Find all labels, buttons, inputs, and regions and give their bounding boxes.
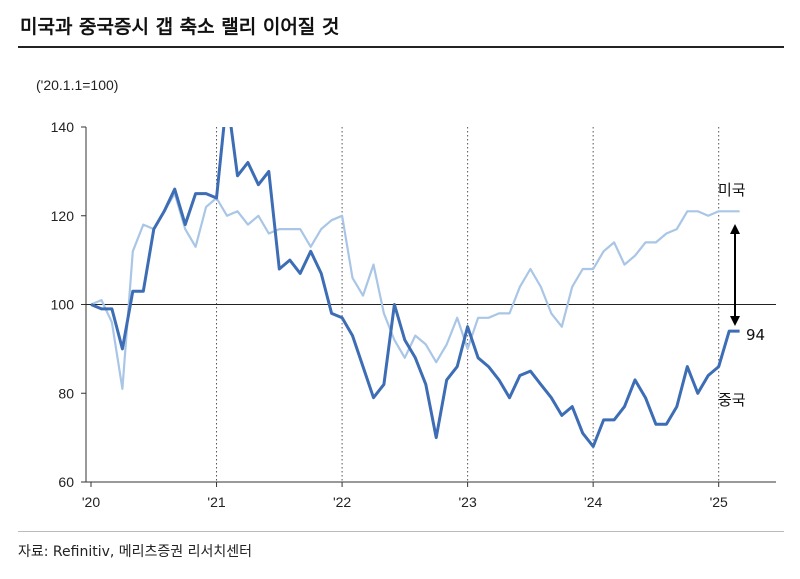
y-tick-label: 120 — [51, 208, 75, 224]
x-tick-label: '25 — [710, 494, 728, 510]
footer-divider — [18, 531, 784, 532]
x-tick-label: '24 — [584, 494, 602, 510]
china-series-label: 중국 — [718, 391, 746, 409]
gap-arrow-head-up — [730, 224, 740, 234]
chart-title: 미국과 중국증시 갭 축소 랠리 이어질 것 — [20, 16, 340, 38]
us-series-label: 미국 — [718, 181, 746, 199]
x-tick-label: '20 — [82, 494, 100, 510]
source-note: 자료: Refinitiv, 메리츠증권 리서치센터 — [18, 544, 253, 560]
us-series-line — [90, 192, 740, 390]
x-tick-label: '22 — [333, 494, 351, 510]
y-tick-label: 80 — [58, 385, 74, 401]
china-end-value-label: 94 — [746, 326, 765, 344]
gap-arrow-head-down — [730, 316, 740, 326]
x-tick-label: '23 — [458, 494, 476, 510]
y-tick-label: 100 — [51, 297, 75, 313]
x-tick-label: '21 — [207, 494, 225, 510]
unit-label: ('20.1.1=100) — [36, 77, 119, 93]
china-series-line — [90, 127, 740, 448]
y-tick-label: 140 — [51, 119, 75, 135]
title-divider — [18, 46, 784, 48]
y-tick-label: 60 — [58, 474, 74, 490]
